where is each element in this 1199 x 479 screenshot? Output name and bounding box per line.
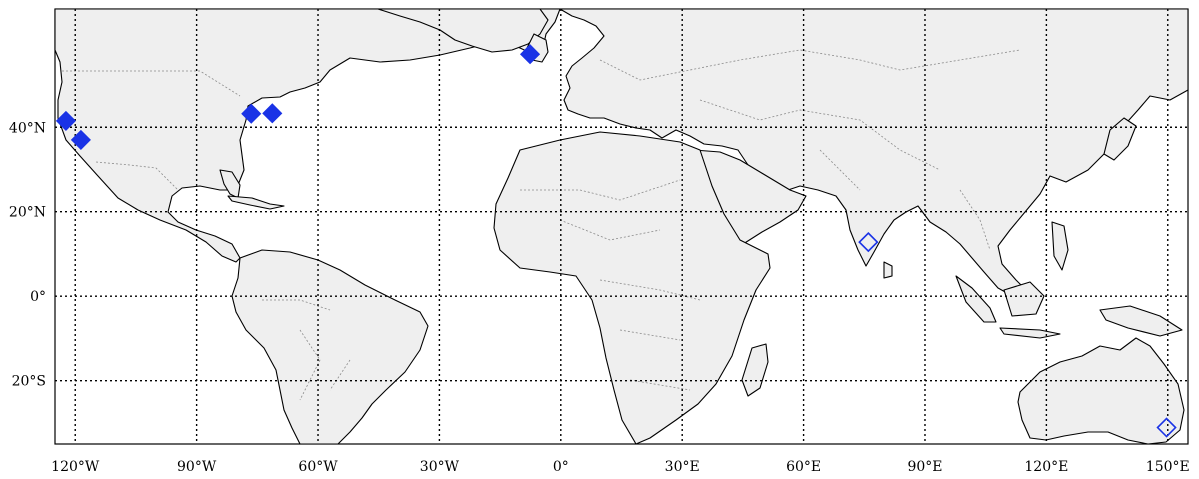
lon-tick-label: 30°E bbox=[665, 459, 700, 475]
filled-diamond-marker bbox=[241, 103, 262, 124]
borneo-land bbox=[1003, 281, 1045, 317]
lon-tick-label: 90°E bbox=[907, 459, 942, 475]
site-markers bbox=[55, 44, 1177, 438]
open-diamond-marker bbox=[1156, 417, 1177, 438]
south-america-borders bbox=[262, 299, 351, 401]
lon-tick-label: 30°W bbox=[420, 459, 460, 475]
lat-tick-label: 40°N bbox=[9, 120, 46, 136]
filled-diamond-marker bbox=[262, 103, 283, 124]
lon-tick-label: 120°E bbox=[1024, 459, 1068, 475]
south-america-land bbox=[231, 249, 429, 445]
landmasses bbox=[54, 8, 1189, 445]
lon-tick-label: 120°W bbox=[51, 459, 100, 475]
filled-diamond-marker bbox=[519, 44, 541, 65]
java-land bbox=[999, 327, 1061, 339]
sumatra-land bbox=[955, 275, 997, 323]
filled-diamond-marker bbox=[55, 110, 76, 131]
lon-tick-label: 60°W bbox=[298, 459, 338, 475]
africa-borders bbox=[520, 179, 701, 391]
lat-tick-label: 20°S bbox=[12, 374, 46, 390]
japan-land bbox=[1103, 117, 1137, 161]
philippines-land bbox=[1051, 221, 1069, 271]
canada-us-border bbox=[62, 70, 241, 97]
new-guinea-land bbox=[1099, 305, 1183, 337]
lat-tick-label: 20°N bbox=[9, 205, 46, 221]
us-mexico-border bbox=[95, 161, 179, 191]
caribbean-land bbox=[227, 195, 285, 210]
lon-tick-label: 150°E bbox=[1146, 459, 1190, 475]
lat-tick-label: 0° bbox=[30, 289, 46, 305]
australia-land bbox=[1017, 337, 1185, 445]
filled-diamond-marker bbox=[70, 129, 91, 150]
tick-labels: 40°N 20°N 0° 20°S 120°W 90°W 60°W 30°W 0° 30°E 60°… bbox=[9, 120, 1190, 475]
lon-tick-label: 0° bbox=[553, 459, 569, 475]
north-america-land bbox=[54, 8, 561, 263]
eurasia-land bbox=[559, 8, 1189, 299]
lon-tick-label: 90°W bbox=[177, 459, 217, 475]
lon-tick-label: 60°E bbox=[786, 459, 821, 475]
sri-lanka-land bbox=[883, 261, 893, 279]
greenland-land bbox=[377, 8, 549, 53]
country-borders bbox=[62, 49, 1021, 401]
graticule bbox=[55, 9, 1188, 444]
open-diamond-marker bbox=[858, 231, 879, 253]
africa-land bbox=[493, 131, 771, 445]
